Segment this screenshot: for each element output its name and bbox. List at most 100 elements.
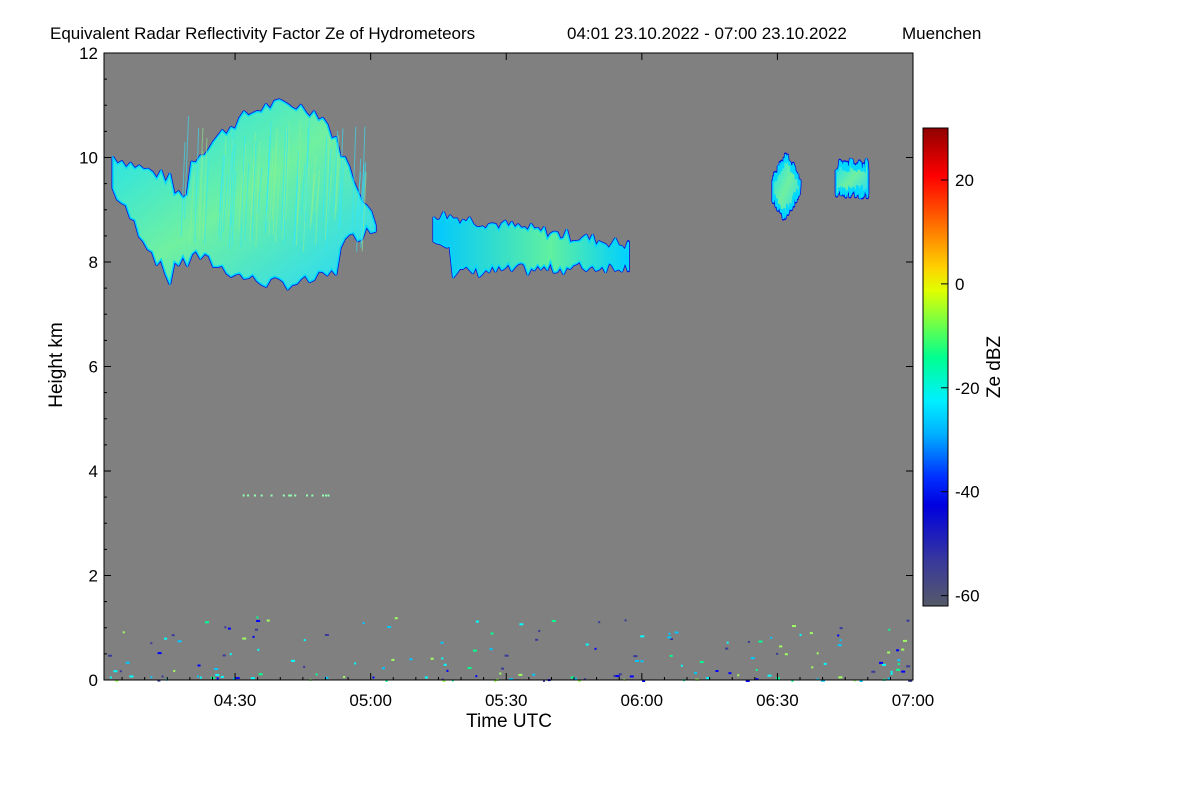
y-tick-label: 12 xyxy=(79,44,98,63)
y-tick-label: 0 xyxy=(89,671,98,690)
echo-streak xyxy=(227,150,233,212)
echo-streak xyxy=(334,135,340,221)
clutter-pixel xyxy=(467,667,472,670)
clutter-pixel xyxy=(242,637,247,640)
echo-streak xyxy=(361,172,367,252)
clutter-pixel xyxy=(750,657,755,660)
clutter-pixel xyxy=(199,676,202,679)
clutter-pixel xyxy=(518,673,523,676)
clutter-pixel xyxy=(770,636,773,639)
clutter-pixel xyxy=(674,631,679,634)
clutter-pixel xyxy=(896,649,900,652)
clutter-pixel xyxy=(881,663,886,666)
x-tick-label: 05:00 xyxy=(349,691,392,710)
clutter-pixel xyxy=(161,675,164,678)
clutter-pixel xyxy=(254,628,258,631)
clutter-pixel xyxy=(902,639,907,642)
clutter-pixel xyxy=(791,679,794,682)
echo-layer xyxy=(108,98,913,682)
clutter-pixel xyxy=(475,620,479,623)
clutter-pixel xyxy=(443,663,447,666)
clutter-pixel xyxy=(256,616,259,619)
echo-streak xyxy=(220,155,226,242)
clutter-pixel xyxy=(859,679,863,682)
clutter-pixel xyxy=(409,658,413,661)
clutter-pixel xyxy=(799,633,802,636)
chart-title: Equivalent Radar Reflectivity Factor Ze … xyxy=(50,24,475,43)
clutter-pixel xyxy=(303,665,306,668)
clutter-pixel xyxy=(266,619,270,622)
clutter-pixel xyxy=(494,679,497,682)
clutter-pixel xyxy=(820,679,825,682)
speckle-pixel xyxy=(288,494,291,497)
echo-streak xyxy=(285,121,291,221)
clutter-pixel xyxy=(745,679,750,682)
clutter-pixel xyxy=(535,638,539,641)
clutter-pixel xyxy=(726,641,729,644)
clutter-pixel xyxy=(871,670,876,673)
speckle-pixel xyxy=(290,494,293,497)
clutter-pixel xyxy=(113,670,118,673)
clutter-pixel xyxy=(887,677,891,680)
clutter-pixel xyxy=(538,629,541,632)
clutter-pixel xyxy=(177,640,182,643)
echo-streak xyxy=(257,167,263,214)
echo-streak xyxy=(304,120,310,222)
colorbar xyxy=(922,127,949,607)
clutter-pixel xyxy=(728,672,732,675)
clutter-pixel xyxy=(324,676,329,679)
clutter-pixel xyxy=(119,670,122,673)
clutter-pixel xyxy=(250,677,255,680)
clutter-pixel xyxy=(629,675,634,678)
clutter-pixel xyxy=(895,668,900,671)
clutter-pixel xyxy=(490,632,494,635)
speckle-pixel xyxy=(306,494,309,497)
clutter-pixel xyxy=(157,679,161,682)
clutter-pixel xyxy=(173,669,176,672)
echo-streak xyxy=(198,127,204,217)
clutter-pixel xyxy=(839,639,842,642)
clutter-pixel xyxy=(615,675,620,678)
x-axis: 04:30 05:00 05:30 06:00 06:30 07:00 xyxy=(121,53,934,710)
echo-streak xyxy=(351,126,357,235)
speckle-pixel xyxy=(327,494,330,497)
echo-streak xyxy=(360,126,366,249)
echo-streak xyxy=(218,166,224,237)
echo-streak xyxy=(268,148,274,235)
colorbar-label: Ze dBZ xyxy=(984,335,1005,398)
y-axis-label: Height km xyxy=(46,322,67,408)
clutter-pixel xyxy=(715,670,719,673)
speckle-pixel xyxy=(270,494,273,497)
clutter-pixel xyxy=(343,676,346,679)
clutter-pixel xyxy=(776,652,779,655)
echo-streak xyxy=(309,172,315,230)
chart-location: Muenchen xyxy=(902,24,981,43)
echo-streak xyxy=(293,176,299,246)
clutter-pixel xyxy=(441,678,444,681)
speckle-pixel xyxy=(294,494,297,497)
clutter-pixel xyxy=(256,620,261,623)
clutter-pixel xyxy=(235,677,240,680)
clutter-pixel xyxy=(430,657,434,660)
clutter-pixel xyxy=(257,648,260,651)
y-tick-label: 10 xyxy=(79,149,98,168)
clutter-pixel xyxy=(372,676,375,679)
clutter-pixel xyxy=(258,673,263,676)
clutter-pixel xyxy=(442,679,446,682)
clutter-pixel xyxy=(642,679,646,682)
echo-streak xyxy=(266,120,272,211)
clutter-pixel xyxy=(551,619,556,622)
clutter-pixel xyxy=(252,635,255,638)
echo-streak xyxy=(184,116,190,219)
clutter-pixel xyxy=(758,640,763,643)
echo-streak xyxy=(274,172,280,243)
clutter-pixel xyxy=(667,636,672,639)
clutter-pixel xyxy=(122,631,125,634)
clutter-pixel xyxy=(171,634,175,637)
clutter-pixel xyxy=(668,632,671,635)
clutter-pixel xyxy=(887,651,891,654)
chart-period: 04:01 23.10.2022 - 07:00 23.10.2022 xyxy=(567,24,847,43)
clutter-pixel xyxy=(755,668,758,671)
echo-streak xyxy=(333,130,339,211)
clutter-pixel xyxy=(890,670,893,673)
